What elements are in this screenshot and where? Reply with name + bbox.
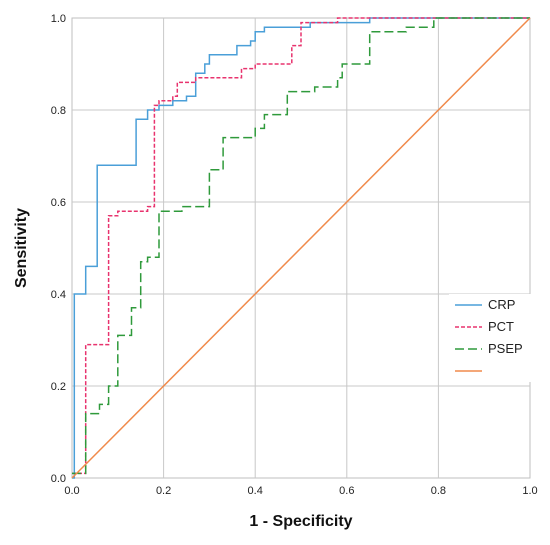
x-tick-label: 0.6	[339, 485, 354, 497]
x-tick-label: 1.0	[522, 485, 537, 497]
y-tick-label: 0.4	[51, 289, 66, 301]
legend-box	[449, 294, 531, 382]
y-tick-label: 0.2	[51, 381, 66, 393]
series-line-psep	[72, 17, 530, 475]
series-line-reference	[71, 17, 531, 479]
series-line-pct	[72, 17, 530, 475]
y-tick-label: 0.6	[51, 197, 66, 209]
y-axis-title: Sensitivity	[13, 208, 30, 288]
legend-label-pct: PCT	[488, 319, 514, 334]
x-tick-label: 0.8	[431, 485, 446, 497]
x-tick-label: 0.4	[248, 485, 263, 497]
y-tick-label: 1.0	[51, 13, 66, 25]
legend-label-psep: PSEP	[488, 341, 523, 356]
series-layer	[71, 17, 531, 479]
x-axis-ticks: 0.0 0.2 0.4 0.6 0.8 1.0	[64, 485, 537, 497]
y-tick-label: 0.8	[51, 105, 66, 117]
series-line-crp	[72, 17, 530, 479]
x-axis-title: 1 - Specificity	[249, 513, 352, 530]
legend-label-crp: CRP	[488, 297, 515, 312]
x-tick-label: 0.2	[156, 485, 171, 497]
legend: CRP PCT PSEP	[449, 294, 531, 382]
y-tick-label: 0.0	[51, 473, 66, 485]
x-tick-label: 0.0	[64, 485, 79, 497]
y-axis-ticks: 0.0 0.2 0.4 0.6 0.8 1.0	[51, 13, 66, 485]
